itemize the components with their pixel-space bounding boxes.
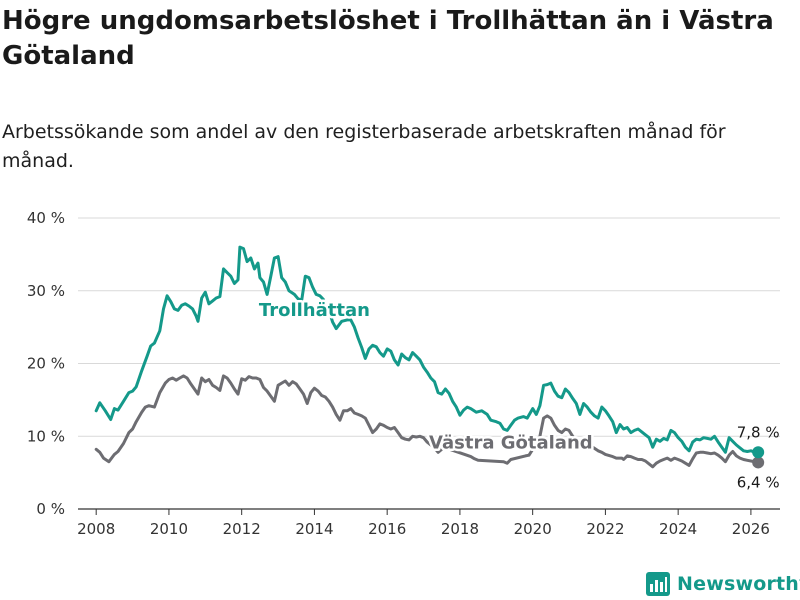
series-labels: 7,8 % 6,4 % Trollhättan Västra Götaland bbox=[256, 298, 780, 492]
series-lines bbox=[94, 245, 765, 469]
chart-title: Högre ungdomsarbetslöshet i Trollhättan … bbox=[2, 6, 774, 71]
chart-subtitle: Arbetssökande som andel av den registerb… bbox=[2, 121, 726, 172]
grid-lines bbox=[78, 217, 780, 510]
x-tick-label: 2010 bbox=[150, 520, 188, 538]
newsworthy-bar-chart-icon bbox=[646, 572, 670, 596]
y-tick-label: 0 % bbox=[36, 500, 65, 518]
x-tick-label: 2016 bbox=[368, 520, 406, 538]
y-tick-label: 10 % bbox=[27, 427, 65, 445]
x-tick-label: 2020 bbox=[514, 520, 552, 538]
y-tick-label: 20 % bbox=[27, 355, 65, 373]
end-point-trollh-ttan bbox=[752, 446, 765, 459]
x-tick-label: 2014 bbox=[295, 520, 333, 538]
series-name-label-v-stra-g-taland: Västra Götaland bbox=[429, 433, 593, 454]
x-axis: 2008 2010 2012 2014 2016 2018 2020 2022 2024 2026 bbox=[77, 509, 770, 538]
series-line-trollh-ttan bbox=[94, 245, 760, 454]
x-tick-label: 2022 bbox=[586, 520, 624, 538]
series-line-v-stra-g-taland bbox=[94, 374, 760, 469]
x-tick-label: 2024 bbox=[659, 520, 697, 538]
x-tick-label: 2008 bbox=[77, 520, 115, 538]
brand-name: Newsworthy bbox=[677, 573, 800, 595]
y-axis-ticks: 0 % 10 % 20 % 30 % 40 % bbox=[27, 209, 65, 518]
y-tick-label: 40 % bbox=[27, 209, 65, 227]
series-name-label-trollh-ttan: Trollhättan bbox=[259, 300, 370, 321]
y-tick-label: 30 % bbox=[27, 282, 65, 300]
end-value-label-trollhattan: 7,8 % bbox=[737, 423, 780, 441]
x-tick-label: 2026 bbox=[732, 520, 770, 538]
end-value-label-vastra-gotaland: 6,4 % bbox=[737, 473, 780, 491]
newsworthy-logo: Newsworthy bbox=[645, 568, 800, 600]
x-tick-label: 2012 bbox=[223, 520, 261, 538]
x-tick-label: 2018 bbox=[441, 520, 479, 538]
end-point-v-stra-g-taland bbox=[752, 456, 765, 469]
